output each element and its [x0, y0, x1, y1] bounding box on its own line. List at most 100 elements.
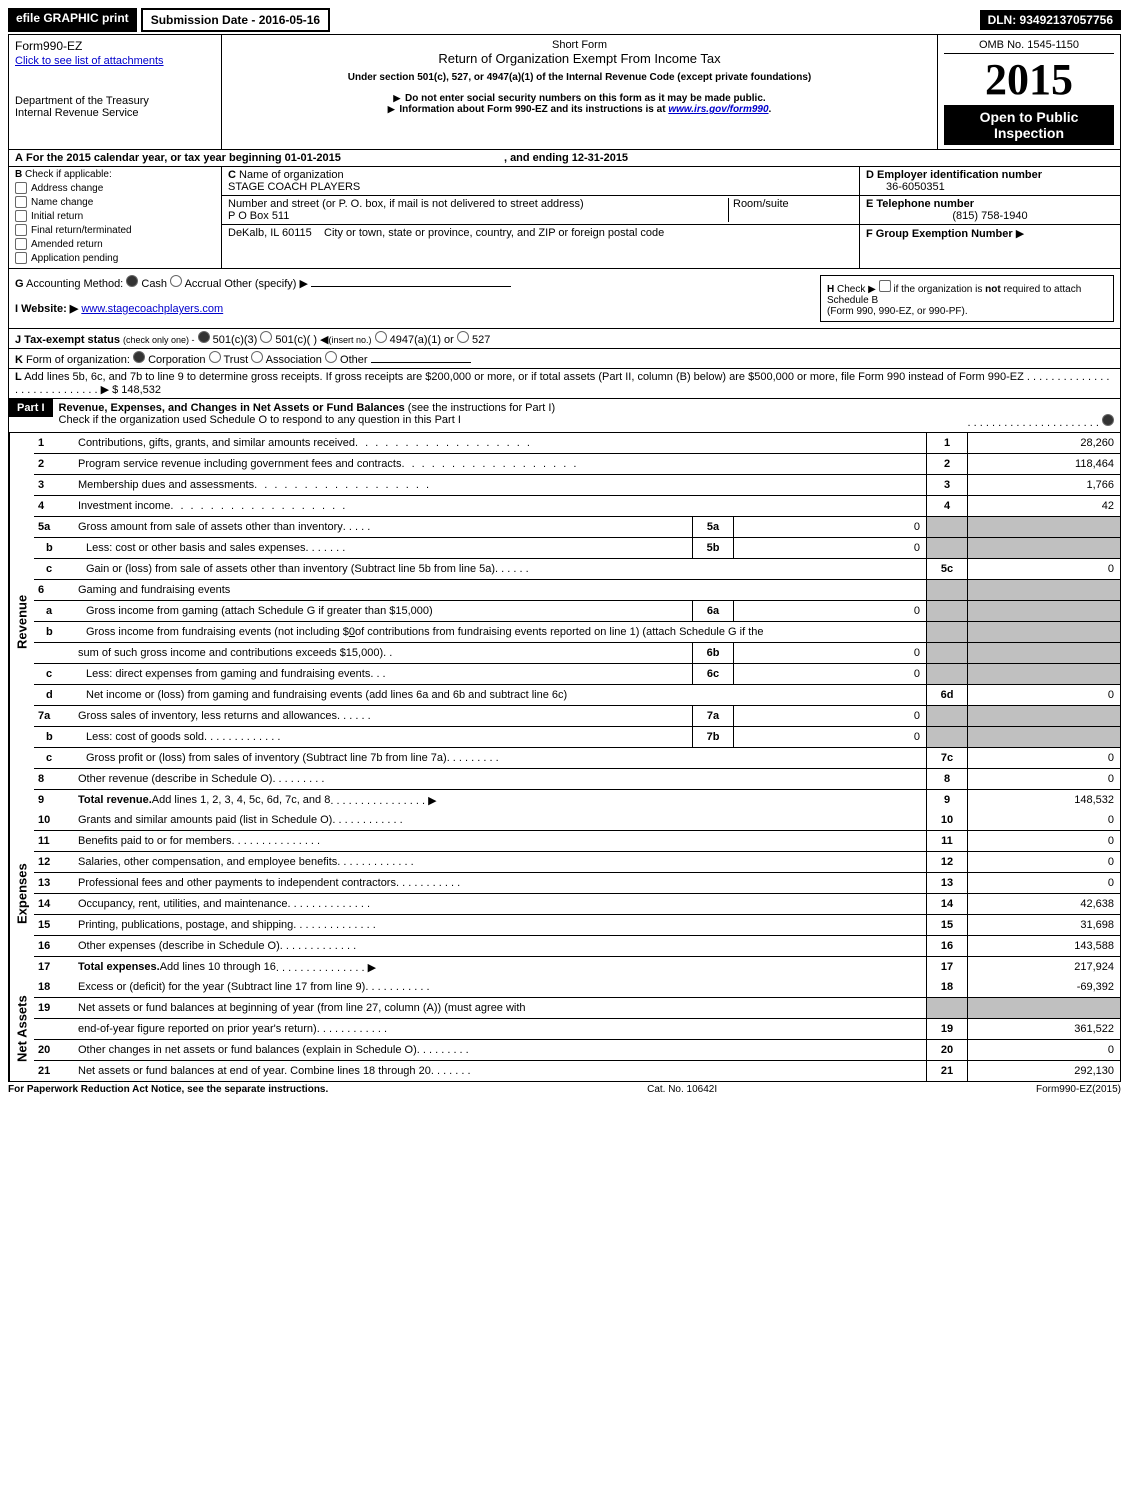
section-i-label: I Website: ▶: [15, 303, 78, 315]
radio-corp[interactable]: [133, 351, 145, 363]
line-num-4: 4: [34, 496, 74, 516]
line-num-21: 21: [34, 1061, 74, 1081]
num-col-15: 15: [926, 915, 967, 935]
501c3-label: 501(c)(3): [213, 334, 258, 346]
line-1-desc: Contributions, gifts, grants, and simila…: [78, 437, 355, 449]
section-f-label: F Group Exemption Number: [866, 228, 1013, 240]
checkbox-h[interactable]: [879, 280, 891, 292]
checkbox-initial-return[interactable]: [15, 210, 27, 222]
527-label: 527: [472, 334, 490, 346]
num-col-4: 4: [926, 496, 967, 516]
subval-7a: 0: [733, 706, 926, 726]
header-section: Form990-EZ Click to see list of attachme…: [8, 34, 1121, 150]
header-center: Short Form Return of Organization Exempt…: [222, 35, 937, 149]
radio-other-org[interactable]: [325, 351, 337, 363]
line-6a-desc: Gross income from gaming (attach Schedul…: [86, 605, 433, 617]
num-col-18: 18: [926, 977, 967, 997]
info-link[interactable]: www.irs.gov/form990: [668, 104, 768, 115]
val-8: 0: [967, 769, 1120, 789]
no-ssn: Do not enter social security numbers on …: [405, 93, 766, 104]
line-num-6d: d: [34, 685, 82, 705]
h-text2: if the organization is: [893, 284, 982, 295]
other-specify-input[interactable]: [311, 286, 511, 287]
part1-subtitle: (see the instructions for Part I): [408, 402, 555, 414]
part1-table: Revenue 1 Contributions, gifts, grants, …: [8, 433, 1121, 1082]
checkbox-amended-return[interactable]: [15, 238, 27, 250]
accounting-method-label: Accounting Method:: [26, 278, 123, 290]
checkbox-application-pending[interactable]: [15, 252, 27, 264]
line-num-7c: c: [34, 748, 82, 768]
num-col-13: 13: [926, 873, 967, 893]
part1-header-row: Part I Revenue, Expenses, and Changes in…: [8, 399, 1121, 433]
val-5a-shaded: [967, 517, 1120, 537]
val-20: 0: [967, 1040, 1120, 1060]
num-col-7a-shaded: [926, 706, 967, 726]
val-6b1-shaded: [967, 622, 1120, 642]
val-7c: 0: [967, 748, 1120, 768]
addr-label: Number and street (or P. O. box, if mail…: [228, 198, 584, 210]
section-k-label: K: [15, 354, 23, 366]
line-num-19b: [34, 1019, 74, 1039]
checkbox-final-return[interactable]: [15, 224, 27, 236]
radio-assoc[interactable]: [251, 351, 263, 363]
check-if-label: Check if applicable:: [25, 169, 112, 180]
val-18: -69,392: [967, 977, 1120, 997]
line-7b-desc: Less: cost of goods sold: [86, 731, 204, 743]
sub-col-7b: 7b: [692, 727, 733, 747]
line-num-12: 12: [34, 852, 74, 872]
line-num-3: 3: [34, 475, 74, 495]
line-num-9: 9: [34, 790, 74, 810]
part1-label: Part I: [9, 399, 53, 417]
line-6b-desc2: sum of such gross income and contributio…: [78, 647, 383, 659]
h-text5: (Form 990, 990-EZ, or 990-PF).: [827, 306, 968, 317]
line-num-18: 18: [34, 977, 74, 997]
checkbox-name-change[interactable]: [15, 196, 27, 208]
num-col-7c: 7c: [926, 748, 967, 768]
line-13-desc: Professional fees and other payments to …: [78, 877, 396, 889]
radio-4947[interactable]: [375, 331, 387, 343]
num-col-20: 20: [926, 1040, 967, 1060]
line-num-6b2: [34, 643, 74, 663]
line-5b-desc: Less: cost or other basis and sales expe…: [86, 542, 306, 554]
radio-accrual[interactable]: [170, 275, 182, 287]
section-j-text: (check only one) -: [123, 335, 195, 345]
subval-5b: 0: [733, 538, 926, 558]
name-of-org-label: Name of organization: [239, 169, 344, 181]
line-8-desc: Other revenue (describe in Schedule O): [78, 773, 272, 785]
section-g-label: G: [15, 278, 24, 290]
val-7b-shaded: [967, 727, 1120, 747]
header-left: Form990-EZ Click to see list of attachme…: [9, 35, 222, 149]
line-num-7a: 7a: [34, 706, 74, 726]
num-col-6b1-shaded: [926, 622, 967, 642]
header-right: OMB No. 1545-1150 2015 Open to Public In…: [937, 35, 1120, 149]
num-col-6c-shaded: [926, 664, 967, 684]
line-num-19: 19: [34, 998, 74, 1018]
radio-501c[interactable]: [260, 331, 272, 343]
room-suite-label: Room/suite: [733, 198, 789, 210]
val-7a-shaded: [967, 706, 1120, 726]
radio-trust[interactable]: [209, 351, 221, 363]
footer: For Paperwork Reduction Act Notice, see …: [8, 1082, 1121, 1097]
checkbox-part1-schedule-o[interactable]: [1102, 414, 1114, 426]
line-5a-desc: Gross amount from sale of assets other t…: [78, 521, 343, 533]
attachments-link[interactable]: Click to see list of attachments: [15, 55, 164, 67]
short-form-label: Short Form: [228, 39, 931, 51]
radio-cash[interactable]: [126, 275, 138, 287]
section-b-center: C Name of organization STAGE COACH PLAYE…: [222, 167, 859, 268]
radio-501c3[interactable]: [198, 331, 210, 343]
other-org-input[interactable]: [371, 362, 471, 363]
num-col-11: 11: [926, 831, 967, 851]
subval-7b: 0: [733, 727, 926, 747]
radio-527[interactable]: [457, 331, 469, 343]
website-link[interactable]: www.stagecoachplayers.com: [81, 303, 223, 315]
cash-label: Cash: [141, 278, 167, 290]
num-col-12: 12: [926, 852, 967, 872]
section-b-left: B Check if applicable: Address change Na…: [9, 167, 222, 268]
section-k: K Form of organization: Corporation Trus…: [8, 349, 1121, 369]
num-col-1: 1: [926, 433, 967, 453]
val-3: 1,766: [967, 475, 1120, 495]
checkbox-address-change[interactable]: [15, 182, 27, 194]
section-l: L Add lines 5b, 6c, and 7b to line 9 to …: [8, 369, 1121, 399]
assoc-label: Association: [266, 354, 322, 366]
section-l-text: Add lines 5b, 6c, and 7b to line 9 to de…: [24, 371, 1024, 383]
